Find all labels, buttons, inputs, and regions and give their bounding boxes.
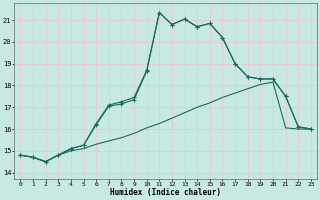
X-axis label: Humidex (Indice chaleur): Humidex (Indice chaleur)	[110, 188, 221, 197]
